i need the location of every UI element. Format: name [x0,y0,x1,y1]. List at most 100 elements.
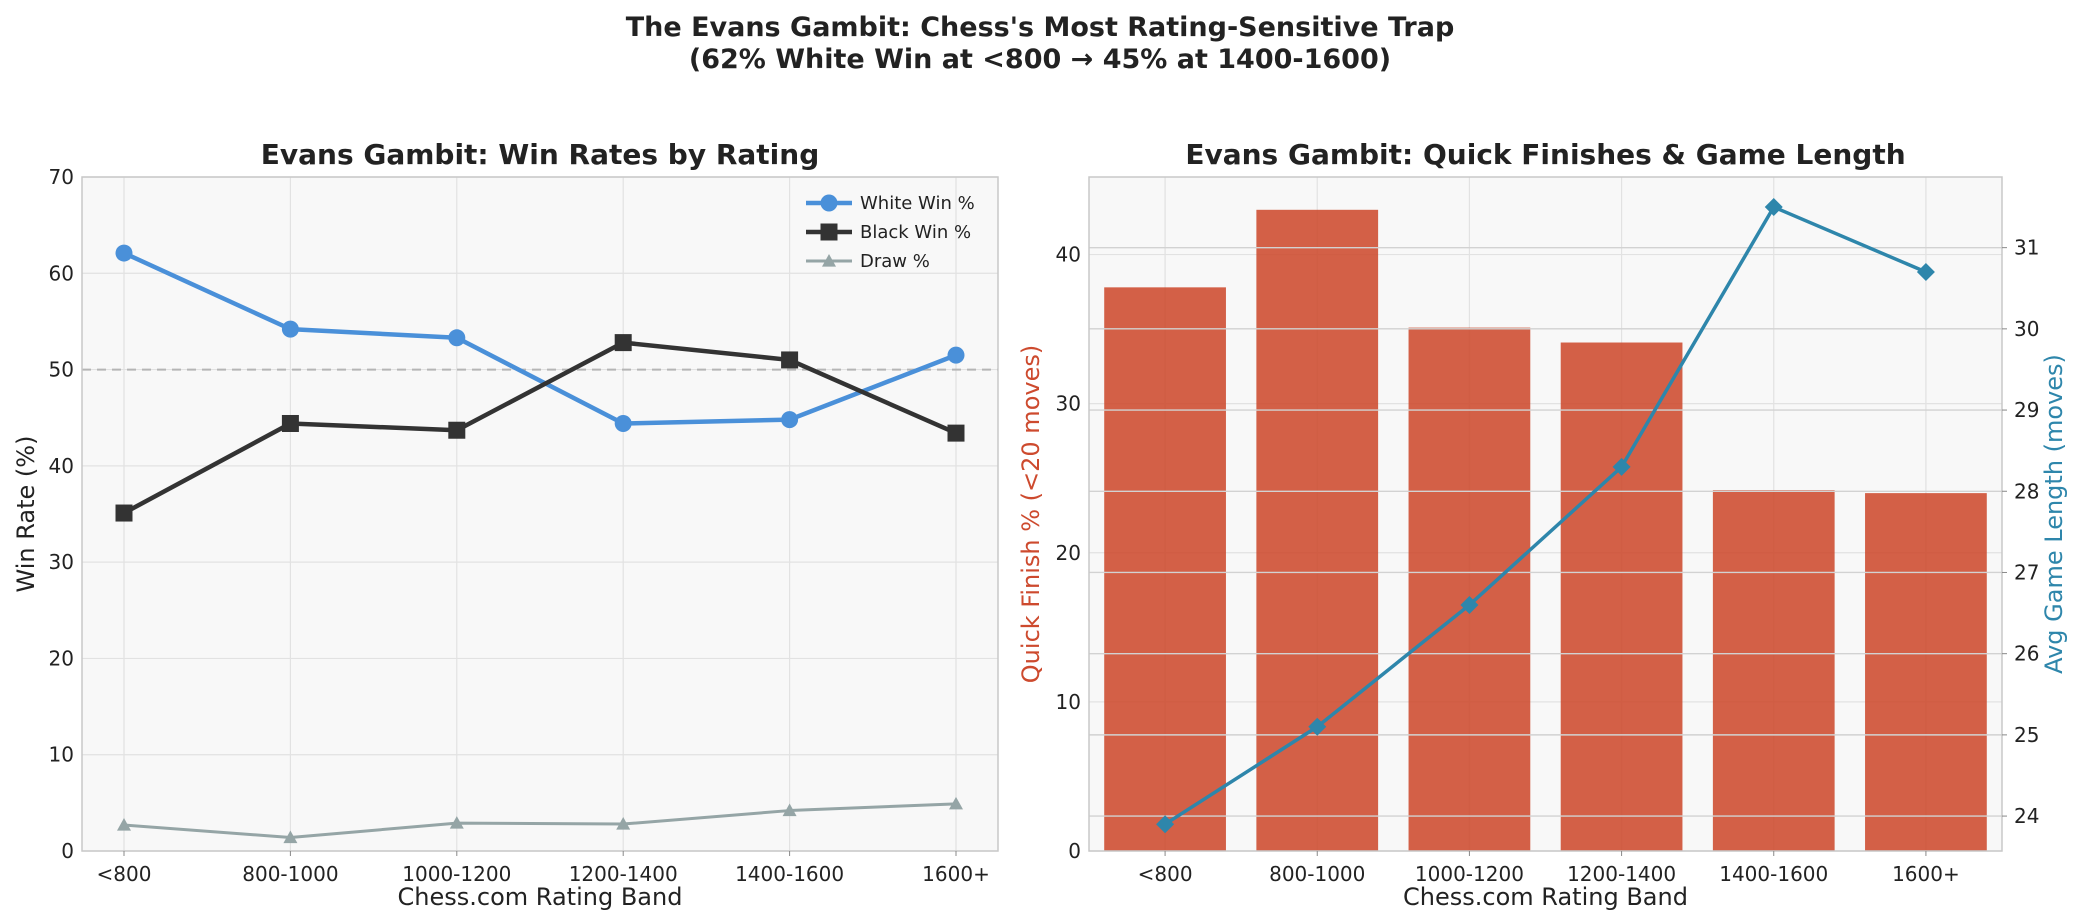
legend-entry-white-win: White Win % [806,193,975,214]
black-win-point [614,334,632,352]
win-rates-plot-area [82,177,998,851]
draw-point [949,796,963,810]
y2-tick-label: 28 [2014,479,2039,503]
quick-finish-bar [1408,327,1531,851]
quick-finish-bar [1865,493,1987,851]
game-length-gridlines [1089,246,2002,817]
y2-tick-label: 31 [2014,236,2039,260]
win-rates-series [115,244,965,844]
white-win-point [947,346,965,364]
white-win-point [115,244,133,262]
y-tick-label: 10 [1056,690,1081,714]
y-tick-label: 20 [49,646,74,670]
legend-label: White Win % [860,193,975,214]
y-tick-label: 50 [49,358,74,382]
white-win-point [448,329,466,347]
white-win-point [614,414,632,432]
win-rates-x-label: Chess.com Rating Band [398,883,683,911]
legend-entry-black-win: Black Win % [806,222,971,243]
legend-marker [820,194,838,212]
quick-finish-bar [1256,209,1379,852]
quick-finish-bars [1104,209,1987,852]
quick-finish-y-ticks: 0 10 20 30 40 [1056,243,1081,863]
quick-finish-bar [1104,287,1226,852]
x-tick-label: 1000-1200 [1415,862,1524,886]
legend-label: Black Win % [860,222,971,243]
figure-title-line1: The Evans Gambit: Chess's Most Rating-Se… [626,12,1455,43]
x-tick-label: 800-1000 [242,862,338,886]
win-rates-y-ticks: 0 10 20 30 40 50 60 70 [49,165,74,863]
game-length-y-ticks: 24 25 26 27 28 29 30 31 [2002,236,2039,828]
draw-point [616,817,631,830]
y-tick-label: 10 [49,743,74,767]
quick-finish-bar [1560,342,1683,851]
quick-finish-title: Evans Gambit: Quick Finishes & Game Leng… [1185,138,1905,171]
game-length-point [1308,717,1327,736]
white-win-point [781,411,799,429]
black-win-point [281,414,299,432]
white-win-series [115,244,965,432]
quick-finish-bar [1712,490,1835,851]
y2-tick-label: 24 [2014,804,2039,828]
white-win-line [123,251,957,426]
black-win-point [947,424,965,442]
draw-line [123,802,957,840]
y2-tick-label: 25 [2014,723,2039,747]
y2-tick-label: 29 [2014,398,2039,422]
draw-series [117,796,963,844]
quick-finish-x-label: Chess.com Rating Band [1403,883,1688,911]
x-tick-label: 1600+ [922,862,990,886]
figure-title-line2: (62% White Win at <800 → 45% at 1400-160… [689,44,1391,75]
game-length-line [1164,205,1927,826]
black-win-point [781,351,799,369]
win-rates-title: Evans Gambit: Win Rates by Rating [261,138,820,171]
quick-finish-plot-area [1089,177,2002,851]
draw-point [782,803,797,817]
y-tick-label: 0 [61,839,74,863]
game-length-y-label: Avg Game Length (moves) [2040,354,2068,674]
quick-finish-x-ticks: <800 800-1000 1000-1200 1200-1400 1400-1600 1… [1138,851,1960,886]
win-rates-legend: White Win % Black Win % Draw % [806,193,975,272]
black-win-point [448,421,466,439]
x-tick-label: 800-1000 [1269,862,1365,886]
win-rates-plot-frame [81,176,999,852]
draw-point [283,830,298,844]
game-length-series [1156,198,1935,834]
quick-finish-y-label: Quick Finish % (<20 moves) [1017,345,1045,683]
black-win-point [115,504,133,522]
draw-point [117,818,131,831]
y-tick-label: 30 [49,550,74,574]
quick-finish-plot-frame [1088,176,2003,852]
draw-point [449,816,464,829]
white-win-point [281,320,299,338]
legend-entry-draw: Draw % [806,251,930,272]
legend-marker [822,254,836,267]
x-tick-label: 1200-1400 [1567,862,1676,886]
y2-tick-label: 27 [2014,560,2039,584]
game-length-point [1764,198,1783,217]
y-tick-label: 30 [1056,392,1081,416]
win-rates-y-label: Win Rate (%) [12,436,40,593]
y-tick-label: 0 [1068,839,1081,863]
y2-tick-label: 26 [2014,642,2039,666]
x-tick-label: 1400-1600 [735,862,844,886]
game-length-point [1460,595,1479,614]
y2-tick-label: 30 [2014,317,2039,341]
x-tick-label: 1600+ [1892,862,1960,886]
quick-finish-chart: <800 800-1000 1000-1200 1200-1400 1400-1600 1… [1017,138,2068,911]
y-tick-label: 60 [49,261,74,285]
game-length-point [1916,263,1935,282]
y-tick-label: 40 [49,454,74,478]
win-rates-chart: <800 800-1000 1000-1200 1200-1400 1400-1600 1… [12,138,999,911]
legend-marker [820,223,838,241]
x-tick-label: 1000-1200 [402,862,511,886]
game-length-point [1156,815,1175,834]
black-win-line [122,340,957,516]
x-tick-label: <800 [1138,862,1193,886]
black-win-series [115,334,965,522]
win-rates-x-ticks: <800 800-1000 1000-1200 1200-1400 1400-1600 1… [97,851,990,886]
x-tick-label: 1200-1400 [569,862,678,886]
y-tick-label: 70 [49,165,74,189]
legend-label: Draw % [860,251,930,272]
